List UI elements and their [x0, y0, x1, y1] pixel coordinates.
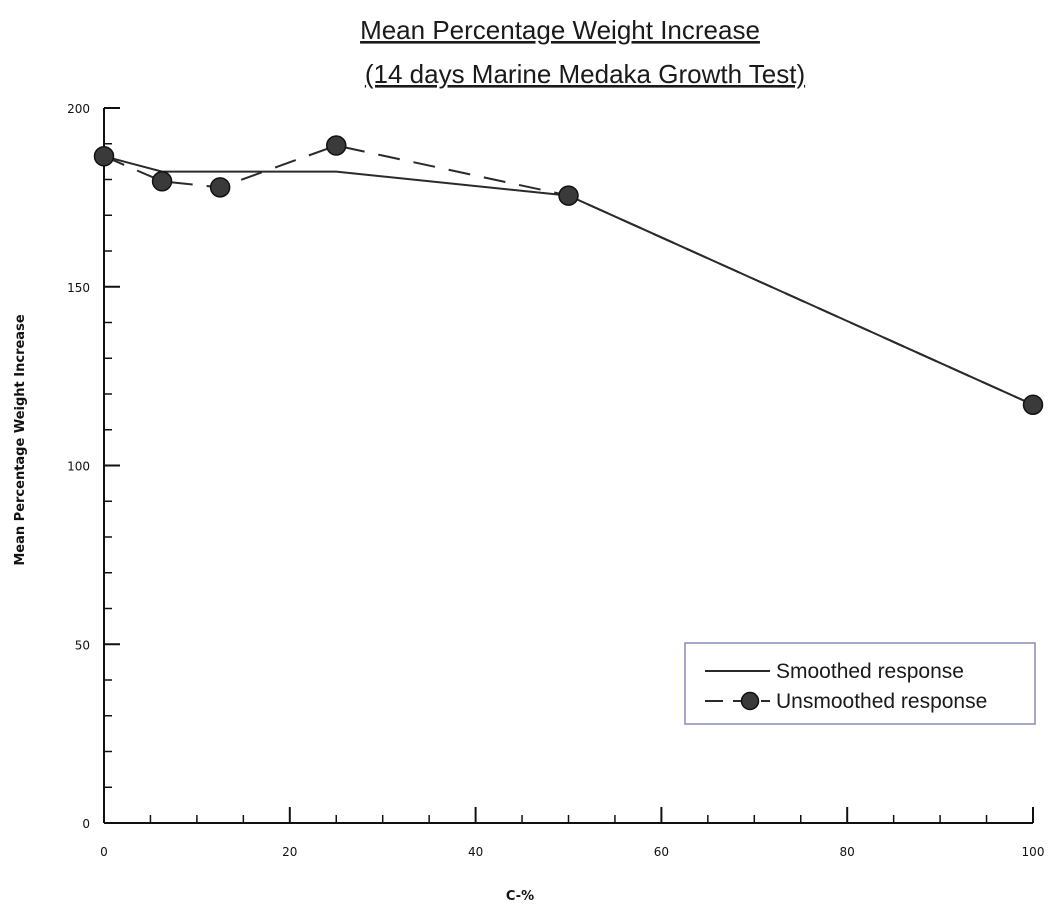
y-tick-label: 100 — [67, 460, 90, 474]
x-axis-label: C-% — [506, 889, 534, 904]
series-line-2 — [103, 144, 1034, 406]
y-tick-label: 150 — [67, 281, 90, 295]
x-tick-label: 60 — [654, 845, 669, 859]
x-tick-label: 40 — [468, 845, 483, 859]
chart-title: Mean Percentage Weight Increase — [360, 15, 760, 45]
data-point — [1022, 394, 1044, 415]
data-point — [326, 135, 347, 156]
data-point — [209, 177, 231, 198]
legend-box — [684, 642, 1036, 725]
axes: 0 50 100 150 200 0 20 40 60 80 100 — [67, 102, 1044, 859]
chart-subtitle: (14 days Marine Medaka Growth Test) — [365, 59, 805, 89]
x-tick-label: 20 — [282, 845, 297, 859]
y-axis-label: Mean Percentage Weight Increase — [13, 314, 28, 565]
legend-label-1: Smoothed response — [776, 660, 964, 683]
x-tick-label: 0 — [100, 845, 108, 859]
x-tick-label: 80 — [840, 845, 855, 859]
y-tick-label: 50 — [75, 638, 90, 652]
legend-marker — [740, 691, 760, 711]
legend: Smoothed response Unsmoothed response — [684, 642, 1036, 725]
x-tick-label: 100 — [1022, 845, 1045, 859]
series-layer — [93, 135, 1044, 415]
y-tick-label: 200 — [67, 102, 90, 116]
data-point — [151, 171, 173, 192]
legend-label-2: Unsmoothed response — [776, 690, 987, 713]
data-point — [93, 146, 115, 167]
y-tick-label: 0 — [82, 817, 90, 831]
data-point — [558, 185, 579, 206]
